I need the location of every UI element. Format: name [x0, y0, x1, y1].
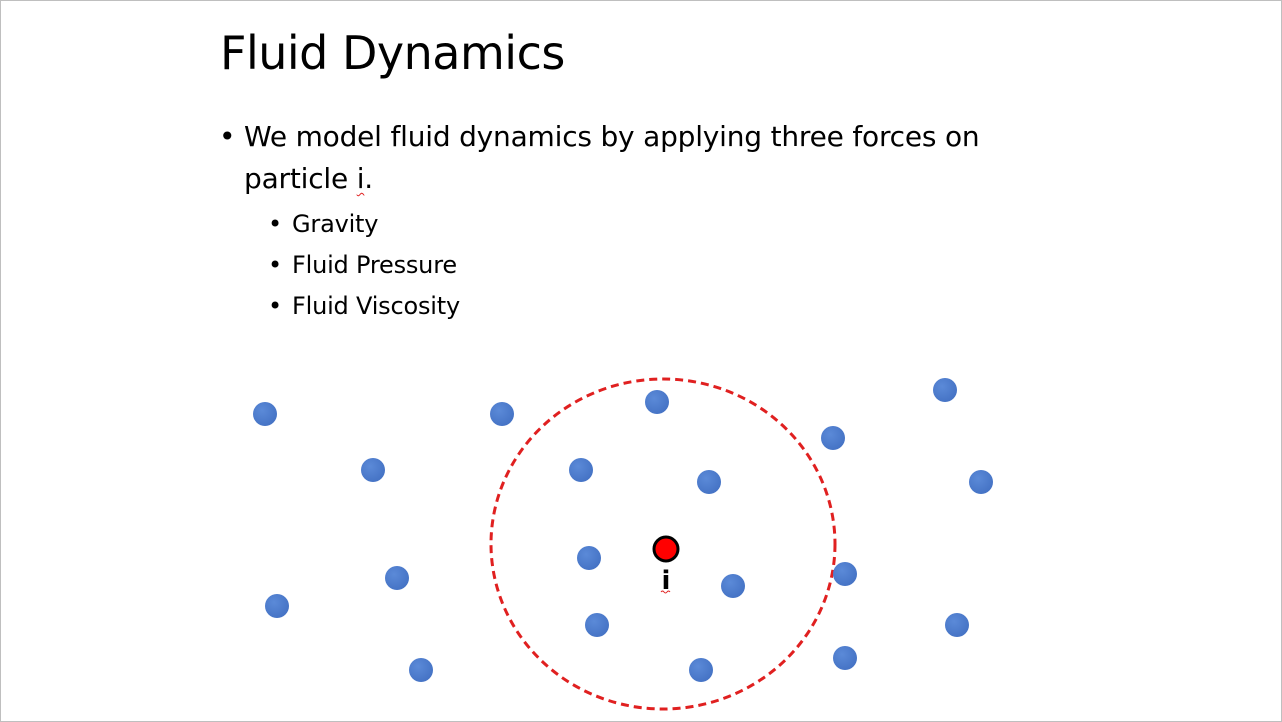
particle	[833, 562, 857, 586]
smoothing-radius-circle	[489, 377, 837, 711]
particle	[577, 546, 601, 570]
sub-bullet-list: Gravity Fluid Pressure Fluid Viscosity	[219, 204, 1079, 327]
particle	[409, 658, 433, 682]
particle	[585, 613, 609, 637]
particle	[385, 566, 409, 590]
sub-bullet-gravity: Gravity	[267, 204, 1079, 245]
particle	[265, 594, 289, 618]
particle-label-squiggle	[660, 590, 671, 594]
particle	[697, 470, 721, 494]
particle-variable: i	[356, 162, 365, 195]
particle	[821, 426, 845, 450]
particle-label: i	[662, 566, 671, 596]
particle	[569, 458, 593, 482]
sub-bullet-fluid-viscosity: Fluid Viscosity	[267, 286, 1079, 327]
particle	[721, 574, 745, 598]
particle	[969, 470, 993, 494]
neighbor-particles	[253, 378, 993, 682]
bullet-list: We model fluid dynamics by applying thre…	[219, 116, 1079, 327]
particle	[490, 402, 514, 426]
particle	[253, 402, 277, 426]
particle	[361, 458, 385, 482]
particle	[833, 646, 857, 670]
main-bullet: We model fluid dynamics by applying thre…	[219, 116, 1079, 200]
main-bullet-text: We model fluid dynamics by applying thre…	[244, 120, 980, 195]
sub-bullet-fluid-pressure: Fluid Pressure	[267, 245, 1079, 286]
particle	[689, 658, 713, 682]
particle	[945, 613, 969, 637]
target-particle	[652, 535, 680, 563]
slide-title: Fluid Dynamics	[220, 26, 565, 80]
particle	[933, 378, 957, 402]
particle	[645, 390, 669, 414]
main-bullet-end: .	[364, 162, 373, 195]
